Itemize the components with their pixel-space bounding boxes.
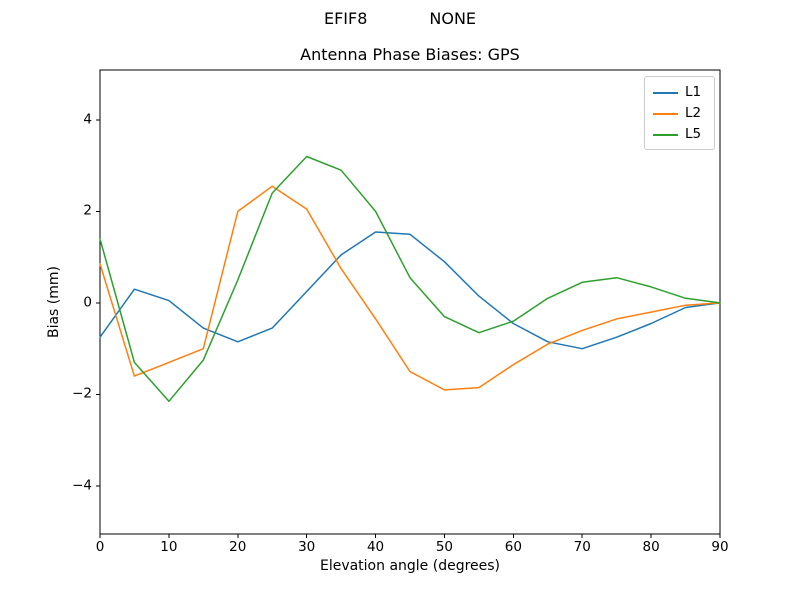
line-series-L5 [99,155,721,403]
legend-item-L1: L1 [653,82,706,103]
x-tick-label: 20 [229,539,247,555]
x-tick-label: 30 [298,539,316,555]
axes-spines [99,69,721,535]
y-tick-label: −4 [72,477,92,494]
legend: L1 L2 L5 [644,76,715,150]
legend-item-L2: L2 [653,103,706,124]
suptitle-right: NONE [429,9,477,28]
x-tick-label: 50 [435,539,454,555]
x-tick-label: 90 [711,539,729,555]
legend-label: L5 [685,125,702,142]
legend-line-swatch [653,91,678,94]
y-tick-label: 2 [83,203,92,220]
y-tick-label: 4 [83,111,92,128]
axes-title: Antenna Phase Biases: GPS [300,45,520,64]
x-axis-label: Elevation angle (degrees) [319,558,501,574]
legend-line-swatch [653,112,678,115]
x-tick-label: 40 [366,539,385,555]
line-series-L2 [99,185,721,391]
legend-label: L2 [685,104,702,121]
suptitle-left: EFIF8 [323,9,368,28]
figure-suptitle: EFIF8 NONE [0,9,800,28]
legend-line-swatch [653,133,678,136]
x-tick-label: 70 [573,539,591,555]
legend-item-L5: L5 [653,124,706,145]
y-tick-label: 0 [83,294,92,311]
y-tick-label: −2 [72,386,92,403]
x-tick-label: 80 [642,539,660,555]
x-tick-label: 0 [95,539,105,555]
line-series-L1 [99,231,721,350]
x-tick-label: 10 [160,539,178,555]
legend-label: L1 [685,83,702,100]
x-tick-label: 60 [504,539,522,555]
